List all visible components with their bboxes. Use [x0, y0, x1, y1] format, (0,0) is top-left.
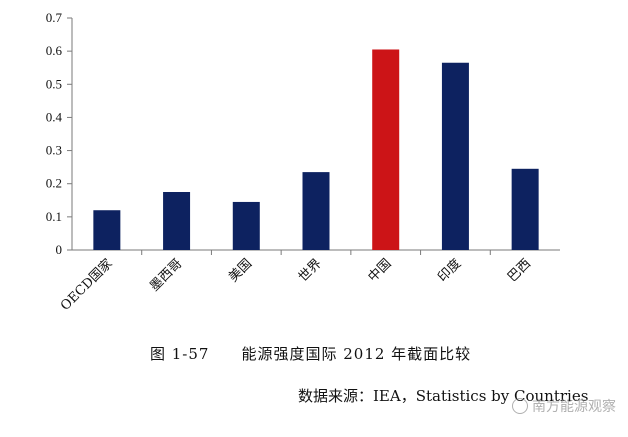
x-tick-label: 中国: [366, 256, 395, 285]
y-tick-label: 0.2: [46, 176, 62, 191]
x-tick-label: 墨西哥: [147, 256, 185, 294]
x-tick-label: 巴西: [505, 256, 534, 285]
watermark-text: 南方能源观察: [532, 399, 616, 415]
bar-2: [232, 201, 260, 250]
watermark: 南方能源观察: [512, 396, 616, 416]
y-tick-label: 0.7: [46, 10, 63, 25]
x-tick-label: 印度: [435, 256, 465, 286]
y-tick-label: 0: [56, 242, 63, 257]
x-tick-label: OECD国家: [57, 256, 115, 314]
bar-0: [93, 210, 121, 250]
wechat-icon: [512, 398, 528, 414]
figure-title: 能源强度国际 2012 年截面比较: [241, 345, 472, 363]
bar-5: [441, 62, 469, 250]
y-tick-label: 0.1: [46, 209, 62, 224]
x-tick-label: 世界: [296, 256, 325, 285]
y-tick-label: 0.3: [46, 143, 62, 158]
y-tick-label: 0.5: [46, 76, 62, 91]
bar-chart: 0 0.1 0.2 0.3 0.4 0.5 0.6 0.7 OECD国家 墨西哥 美国 世界 中国 印度 巴…: [46, 10, 560, 314]
bar-1: [163, 192, 191, 250]
y-tick-label: 0.6: [46, 43, 63, 58]
bar-6: [511, 168, 539, 250]
x-tick-label: 美国: [226, 256, 255, 285]
bar-3: [302, 172, 330, 250]
y-tick-label: 0.4: [46, 109, 63, 124]
bar-4: [372, 49, 400, 250]
chart-svg: 0 0.1 0.2 0.3 0.4 0.5 0.6 0.7 OECD国家 墨西哥 美国 世界 中国 印度 巴…: [46, 10, 560, 314]
figure-caption: 图 1-57 能源强度国际 2012 年截面比较: [150, 343, 471, 364]
figure-number: 图 1-57: [150, 345, 210, 363]
